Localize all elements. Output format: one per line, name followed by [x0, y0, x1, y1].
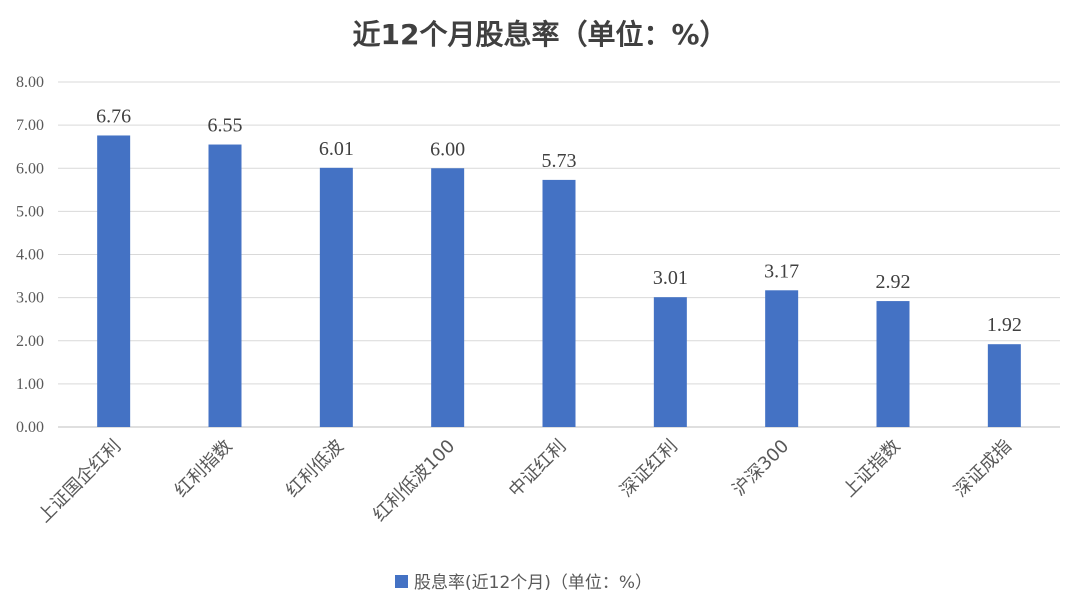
- bar: [97, 135, 131, 427]
- bar: [765, 290, 799, 427]
- y-tick-label: 5.00: [16, 203, 44, 220]
- x-axis-categories: 上证国企红利 红利指数 红利低波 红利低波100 中证红利 深证红利 沪深300 上证指数 深证…: [34, 436, 1016, 527]
- x-tick-label: 深证成指: [950, 436, 1016, 502]
- data-label: 1.92: [987, 314, 1022, 336]
- x-tick-label: 上证指数: [839, 436, 905, 502]
- data-label: 6.76: [96, 105, 131, 127]
- data-labels: 6.76 6.55 6.01 6.00 5.73 3.01 3.17 2.92 1.92: [96, 105, 1022, 336]
- bar: [653, 297, 687, 427]
- y-tick-label: 8.00: [16, 74, 44, 91]
- bars: [97, 135, 1021, 427]
- data-label: 5.73: [542, 150, 577, 172]
- x-tick-label: 沪深300: [729, 436, 794, 501]
- x-tick-label: 上证国企红利: [34, 436, 125, 527]
- x-tick-label: 红利低波100: [369, 436, 459, 526]
- legend-swatch: [395, 575, 408, 588]
- bar: [876, 301, 910, 427]
- legend: 股息率(近12个月)（单位：%）: [395, 573, 652, 593]
- y-tick-label: 1.00: [16, 376, 44, 393]
- bar: [208, 144, 242, 427]
- bar: [431, 168, 465, 427]
- y-tick-label: 6.00: [16, 160, 44, 177]
- y-tick-label: 3.00: [16, 290, 44, 307]
- y-tick-label: 4.00: [16, 247, 44, 264]
- x-tick-label: 红利低波: [282, 436, 348, 502]
- y-tick-label: 7.00: [16, 117, 44, 134]
- data-label: 2.92: [876, 271, 911, 293]
- data-label: 3.01: [653, 267, 688, 289]
- y-axis-ticks: 0.00 1.00 2.00 3.00 4.00 5.00 6.00 7.00 8.00: [16, 74, 44, 436]
- chart-title: 近12个月股息率（单位：%）: [352, 18, 727, 51]
- x-tick-label: 红利指数: [171, 436, 237, 502]
- data-label: 3.17: [764, 260, 799, 282]
- bar: [319, 167, 353, 427]
- legend-label: 股息率(近12个月)（单位：%）: [414, 573, 652, 593]
- data-label: 6.55: [208, 115, 243, 137]
- data-label: 6.00: [430, 138, 465, 160]
- x-tick-label: 中证红利: [505, 436, 571, 502]
- y-tick-label: 2.00: [16, 333, 44, 350]
- y-tick-label: 0.00: [16, 419, 44, 436]
- data-label: 6.01: [319, 138, 354, 160]
- bar: [542, 179, 576, 427]
- bar: [987, 344, 1021, 427]
- x-tick-label: 深证红利: [616, 436, 682, 502]
